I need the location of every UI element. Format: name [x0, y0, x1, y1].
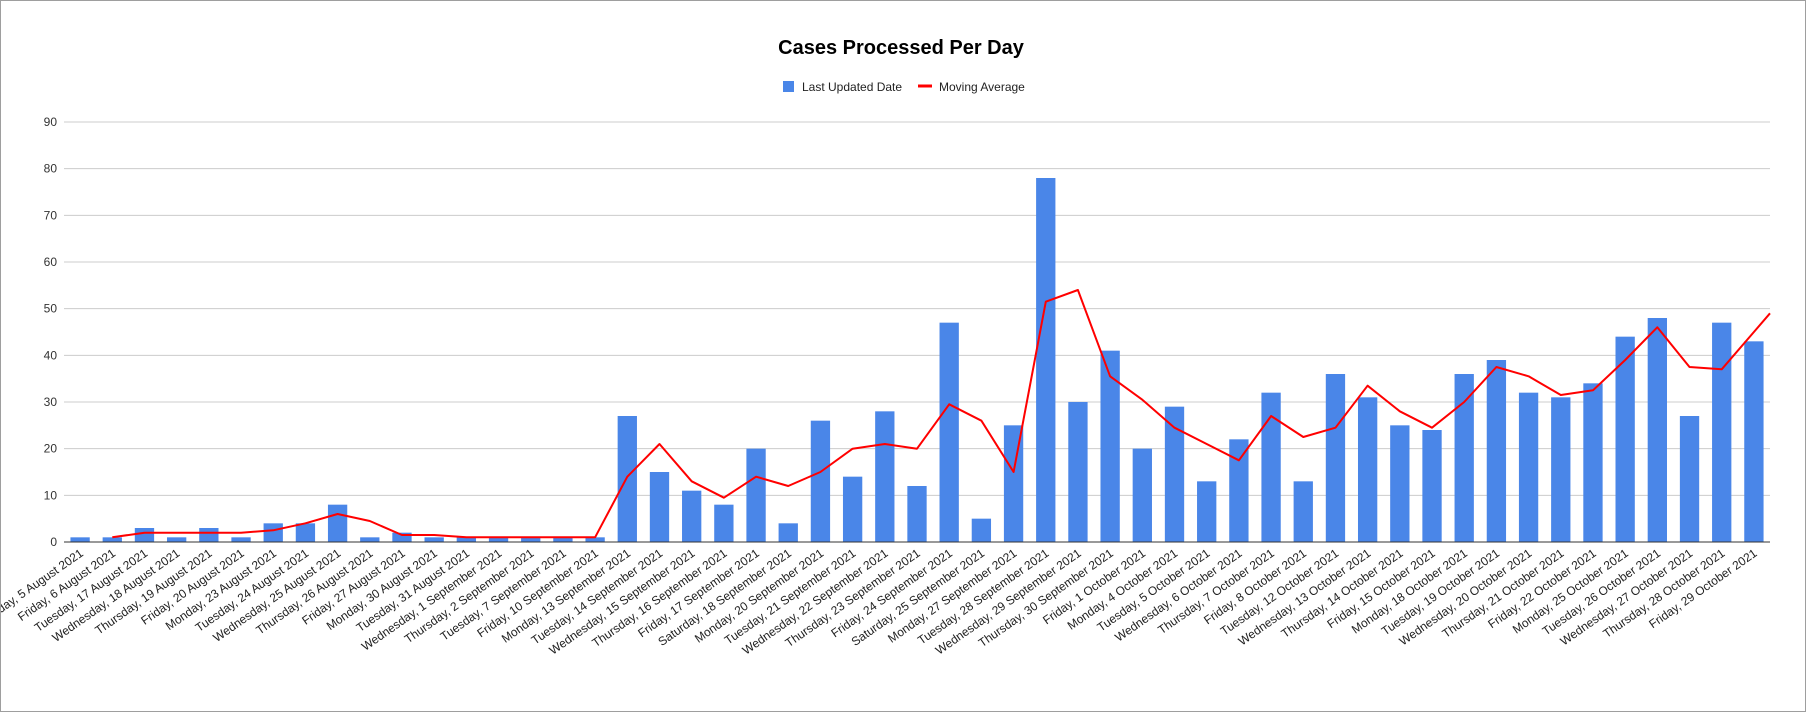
bar[interactable] — [778, 523, 798, 542]
bar[interactable] — [521, 537, 541, 542]
bar[interactable] — [1551, 397, 1571, 542]
legend: Last Updated Date Moving Average — [783, 80, 1025, 94]
bar[interactable] — [1357, 397, 1378, 542]
bar[interactable] — [1712, 322, 1732, 542]
bar[interactable] — [134, 528, 155, 542]
y-tick-label: 90 — [44, 115, 58, 129]
y-tick-label: 20 — [44, 442, 58, 456]
bar[interactable] — [295, 523, 316, 542]
bar[interactable] — [1068, 402, 1088, 542]
bar[interactable] — [1036, 178, 1056, 542]
bar[interactable] — [1679, 416, 1700, 542]
bar[interactable] — [392, 532, 412, 542]
bar[interactable] — [810, 420, 831, 542]
bar[interactable] — [1390, 425, 1410, 542]
legend-label-line: Moving Average — [939, 80, 1025, 94]
bar[interactable] — [907, 486, 927, 542]
bar[interactable] — [939, 322, 959, 542]
bar[interactable] — [553, 537, 573, 542]
legend-label-bars: Last Updated Date — [802, 80, 902, 94]
bar[interactable] — [746, 448, 766, 542]
bar[interactable] — [682, 490, 702, 542]
y-tick-label: 0 — [50, 535, 57, 549]
gridlines — [64, 121, 1770, 496]
bar[interactable] — [875, 411, 895, 542]
bar[interactable] — [167, 537, 187, 542]
bar[interactable] — [971, 518, 992, 542]
bar[interactable] — [327, 504, 348, 542]
bar[interactable] — [1003, 425, 1024, 542]
bar[interactable] — [1325, 374, 1346, 542]
bar[interactable] — [1261, 392, 1281, 542]
y-tick-label: 70 — [44, 208, 58, 222]
y-tick-label: 10 — [44, 488, 58, 502]
bar[interactable] — [360, 537, 380, 542]
bar[interactable] — [70, 537, 90, 542]
bar[interactable] — [1486, 360, 1507, 542]
bar[interactable] — [649, 472, 670, 542]
bar[interactable] — [1518, 392, 1539, 542]
y-axis-ticks: 0 10 20 30 40 50 60 70 80 90 — [44, 115, 58, 549]
bar[interactable] — [1132, 448, 1152, 542]
bar[interactable] — [1615, 336, 1635, 542]
bar[interactable] — [1454, 374, 1474, 542]
bar[interactable] — [1197, 481, 1217, 542]
bars — [70, 178, 1764, 542]
bar[interactable] — [488, 537, 509, 542]
bar[interactable] — [842, 476, 863, 542]
bar[interactable] — [424, 537, 444, 542]
chart-title: Cases Processed Per Day — [778, 37, 1025, 59]
bar[interactable] — [1647, 318, 1667, 542]
legend-item-bars[interactable]: Last Updated Date — [783, 80, 902, 94]
bar[interactable] — [585, 537, 605, 542]
y-tick-label: 80 — [44, 162, 58, 176]
bar[interactable] — [1164, 406, 1185, 542]
moving-average-line-group — [112, 289, 1771, 539]
bar[interactable] — [1229, 439, 1249, 542]
bar[interactable] — [231, 537, 251, 542]
moving-average-line[interactable] — [112, 289, 1771, 539]
y-tick-label: 30 — [44, 395, 58, 409]
bar[interactable] — [102, 537, 122, 542]
bar[interactable] — [1100, 350, 1120, 542]
bar[interactable] — [714, 504, 734, 542]
y-tick-label: 50 — [44, 302, 58, 316]
bar[interactable] — [1293, 481, 1313, 542]
bar[interactable] — [617, 416, 637, 542]
bar[interactable] — [263, 523, 283, 542]
bar[interactable] — [456, 537, 477, 542]
bar[interactable] — [1744, 341, 1764, 542]
bar[interactable] — [199, 528, 219, 542]
bar[interactable] — [1583, 383, 1603, 542]
legend-item-line[interactable]: Moving Average — [918, 80, 1025, 94]
bar[interactable] — [1422, 430, 1442, 542]
legend-swatch-bars — [783, 81, 794, 92]
y-tick-label: 40 — [44, 348, 58, 362]
y-tick-label: 60 — [44, 255, 58, 269]
